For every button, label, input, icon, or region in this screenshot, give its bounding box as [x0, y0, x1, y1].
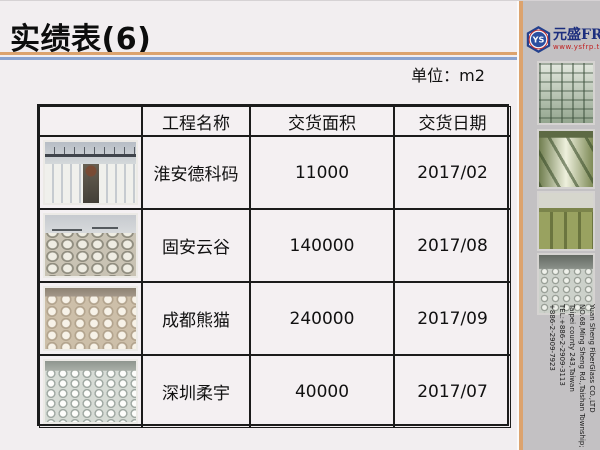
unit-label: 单位：m2 [411, 66, 485, 85]
contact-line-address1: NO.68,Ming Sheng Rd.,Taishan Township; [578, 304, 586, 448]
project-name: 成都熊猫 [142, 282, 250, 355]
company-logo: YS 元盛FRP www.ysfrp.tw [525, 18, 600, 60]
sidebar-photo-frp-ceiling-grid [537, 61, 595, 125]
logo-badge-text: YS [532, 34, 545, 44]
delivery-date: 2017/09 [394, 282, 511, 355]
ys-hexagon-logo-icon: YS [526, 25, 551, 53]
delivery-date: 2017/07 [394, 355, 511, 428]
brand-website: www.ysfrp.tw [553, 42, 600, 51]
delivery-area: 140000 [250, 209, 394, 282]
project-photo-guan [43, 213, 138, 278]
page-title: 实绩表(6) [10, 22, 152, 57]
title-rule-blue [0, 57, 521, 60]
brand-name: 元盛FRP [553, 26, 600, 43]
project-name: 淮安德科码 [142, 136, 250, 209]
delivery-date: 2017/02 [394, 136, 511, 209]
sidebar-photo-frp-tank-piping [537, 129, 595, 189]
contact-info-rotated: Yuan Sheng FiberGlass CO.,LTD NO.68,Ming… [545, 304, 597, 448]
project-name: 固安云谷 [142, 209, 250, 282]
contact-line-tel1: TEL:+886-2-2909-3113 [558, 304, 566, 386]
contact-line-address2: Taipei county 243,Taiwan [568, 304, 576, 392]
sidebar-separator-white [517, 1, 519, 450]
sidebar-photo-factory-floor [537, 253, 595, 315]
contact-line-company: Yuan Sheng FiberGlass CO.,LTD [588, 304, 596, 413]
project-photo-chengdu [43, 286, 138, 351]
sidebar-separator-orange [519, 1, 523, 450]
table-row-photo-cell [39, 282, 142, 355]
table-header-delivery-date: 交货日期 [394, 106, 511, 136]
project-photo-huaian [43, 140, 138, 205]
table-row-photo-cell [39, 355, 142, 428]
project-photo-shenzhen [43, 359, 138, 424]
contact-line-tel2: +886-2-2909-7923 [548, 304, 556, 371]
table-header-project-name: 工程名称 [142, 106, 250, 136]
delivery-area: 240000 [250, 282, 394, 355]
project-name: 深圳柔宇 [142, 355, 250, 428]
table-header-delivery-area: 交货面积 [250, 106, 394, 136]
logo-text: 元盛FRP www.ysfrp.tw [553, 26, 600, 51]
delivery-area: 11000 [250, 136, 394, 209]
performance-table: 工程名称 交货面积 交货日期 淮安德科码 11000 2017/02 固安云谷 … [37, 104, 511, 428]
table-row-photo-cell [39, 209, 142, 282]
title-rule-orange [0, 52, 521, 55]
table-row-photo-cell [39, 136, 142, 209]
delivery-date: 2017/08 [394, 209, 511, 282]
sidebar-photo-green-storage-tanks [537, 191, 595, 251]
delivery-area: 40000 [250, 355, 394, 428]
table-header-photo [39, 106, 142, 136]
